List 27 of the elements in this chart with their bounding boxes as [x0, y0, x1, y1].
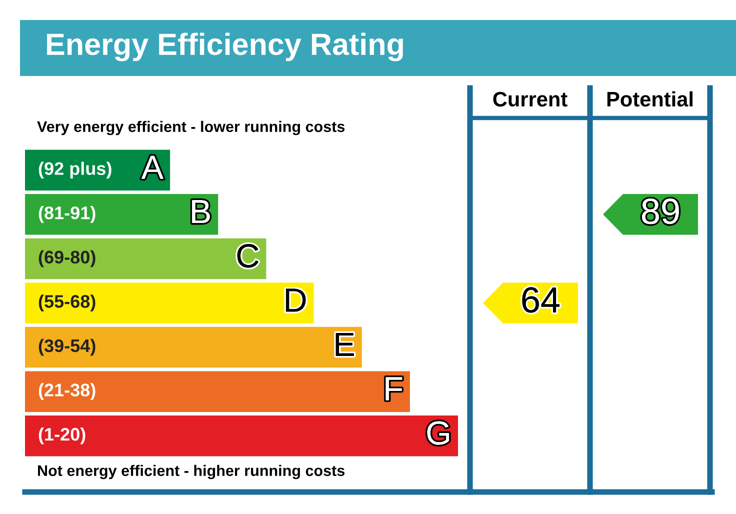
text: Very energy efficient - lower running costs — [37, 120, 345, 136]
bar — [25, 194, 218, 235]
annotation: A — [141, 156, 164, 179]
bar — [25, 238, 266, 280]
text: 89 — [642, 198, 679, 224]
y-tick-label: (1-20) — [38, 427, 86, 444]
bar — [25, 282, 314, 324]
bar — [25, 371, 410, 412]
bar — [25, 326, 362, 368]
y-tick-label: (39-54) — [38, 338, 96, 356]
annotation: F — [386, 377, 402, 400]
y-tick-label: (55-68) — [38, 294, 96, 312]
text: 64 — [522, 287, 560, 313]
annotation: Not energy efficient - higher running costs — [38, 464, 345, 480]
chart-title: Energy Efficiency Rating — [47, 32, 403, 62]
text: Potential — [607, 91, 693, 107]
annotation: G — [427, 421, 450, 445]
y-tick-label: (92 plus) — [38, 162, 112, 179]
annotation: D — [286, 288, 306, 312]
y-tick-label: (21-38) — [38, 383, 96, 400]
text: Current — [493, 92, 568, 107]
annotation: E — [336, 332, 354, 356]
annotation: C — [237, 244, 258, 268]
y-tick-label: (69-80) — [38, 250, 96, 268]
bar — [25, 415, 458, 456]
y-tick-label: (81-91) — [38, 206, 96, 223]
annotation: B — [192, 200, 210, 224]
